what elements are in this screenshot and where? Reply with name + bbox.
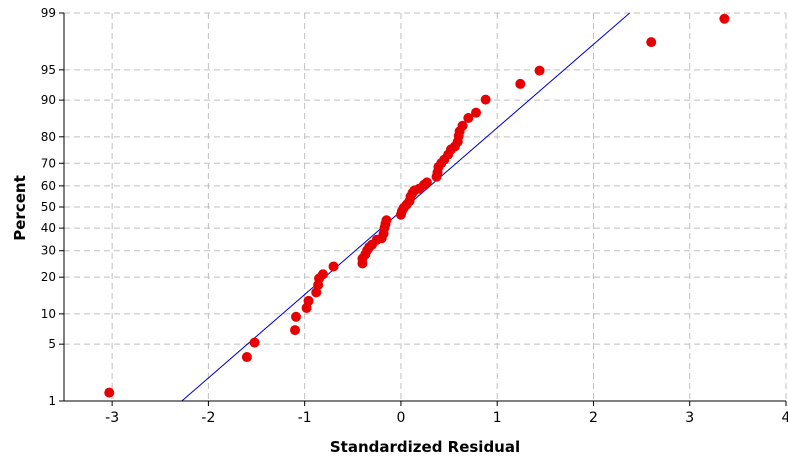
- x-tick-label: 4: [782, 410, 788, 426]
- y-tick-label: 40: [41, 221, 56, 235]
- y-tick-label: 95: [41, 63, 56, 77]
- x-tick-label: 0: [396, 410, 405, 426]
- y-tick-label: 90: [41, 93, 56, 107]
- data-point: [291, 311, 302, 322]
- data-point: [303, 295, 314, 306]
- data-point: [381, 215, 392, 226]
- y-tick-label: 20: [41, 270, 56, 284]
- data-point: [317, 269, 328, 280]
- data-point: [534, 65, 545, 76]
- data-point: [471, 107, 482, 118]
- data-point: [104, 387, 115, 398]
- y-tick-label: 30: [41, 244, 56, 258]
- y-tick-label: 99: [41, 6, 56, 20]
- data-points: [104, 13, 730, 398]
- data-point: [241, 352, 252, 363]
- x-tick-label: 3: [685, 410, 694, 426]
- data-point: [719, 13, 730, 24]
- y-tick-label: 80: [41, 130, 56, 144]
- y-tick-label: 5: [48, 337, 56, 351]
- x-tick-label: 1: [493, 410, 502, 426]
- x-tick-label: 2: [589, 410, 598, 426]
- data-point: [463, 113, 474, 124]
- x-axis-ticks: -3 -2 -1 0 1 2 3 4: [105, 401, 788, 426]
- x-tick-label: -2: [201, 410, 215, 426]
- y-axis-title: Percent: [11, 175, 29, 240]
- x-tick-label: -1: [298, 410, 312, 426]
- y-tick-label: 60: [41, 179, 56, 193]
- data-point: [421, 177, 432, 188]
- y-tick-label: 1: [48, 394, 56, 408]
- x-tick-label: -3: [105, 410, 119, 426]
- data-point: [480, 94, 491, 105]
- y-tick-label: 10: [41, 307, 56, 321]
- data-point: [290, 325, 301, 336]
- data-point: [249, 337, 260, 348]
- data-point: [457, 120, 468, 131]
- data-point: [515, 78, 526, 89]
- data-point: [328, 261, 339, 272]
- y-tick-label: 50: [41, 200, 56, 214]
- x-axis-title: Standardized Residual: [330, 438, 520, 456]
- y-tick-label: 70: [41, 156, 56, 170]
- y-axis-ticks: 1 5 10 20 30 40 50 60 70 80 90 95 99: [41, 6, 64, 408]
- data-point: [646, 37, 657, 48]
